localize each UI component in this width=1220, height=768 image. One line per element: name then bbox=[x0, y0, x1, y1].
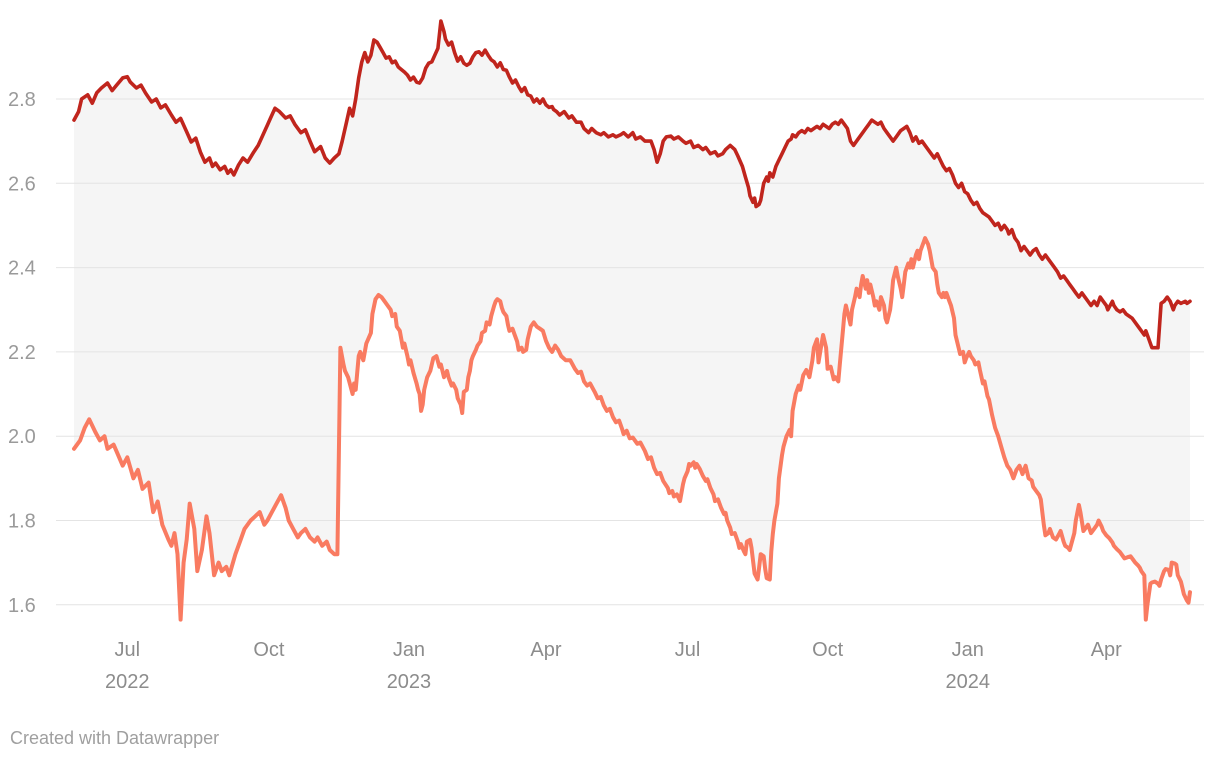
x-tick-label: Apr bbox=[530, 639, 561, 661]
x-tick-label: Apr bbox=[1091, 639, 1122, 661]
y-tick-label: 2.8 bbox=[8, 89, 36, 111]
x-tick-year: 2023 bbox=[387, 671, 432, 693]
y-tick-label: 1.8 bbox=[8, 511, 36, 533]
x-tick-label: Jul bbox=[114, 639, 140, 661]
series-line-salmon bbox=[72, 236, 1192, 622]
y-tick-label: 2.2 bbox=[8, 342, 36, 364]
x-tick-year: 2024 bbox=[945, 671, 990, 693]
x-tick-label: Jan bbox=[393, 639, 425, 661]
x-tick-year: 2022 bbox=[105, 671, 150, 693]
datawrapper-credit: Created with Datawrapper bbox=[10, 728, 220, 748]
band-fill bbox=[74, 21, 1190, 620]
x-tick-label: Oct bbox=[253, 639, 285, 661]
plot-area: 2.8 2.6 2.4 2.2 2.0 1.8 1.6 Jul 2022 Oct Jan 2023 Ap… bbox=[8, 19, 1204, 693]
x-tick-label: Oct bbox=[812, 639, 844, 661]
y-tick-label: 2.4 bbox=[8, 258, 36, 280]
y-tick-label: 2.0 bbox=[8, 426, 36, 448]
y-tick-label: 2.6 bbox=[8, 173, 36, 195]
x-tick-label: Jul bbox=[675, 639, 701, 661]
series-line-dark-red bbox=[72, 19, 1192, 350]
y-tick-label: 1.6 bbox=[8, 595, 36, 617]
x-tick-label: Jan bbox=[952, 639, 984, 661]
